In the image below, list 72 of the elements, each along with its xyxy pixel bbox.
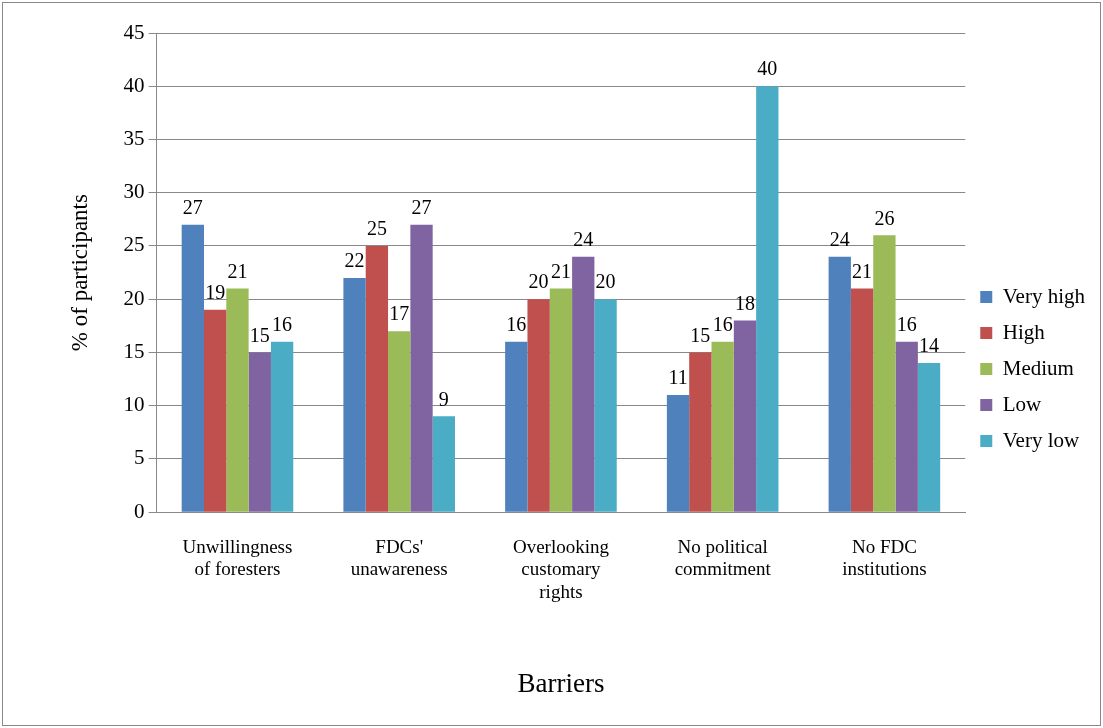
data-label: 26: [874, 206, 895, 229]
legend-label: High: [1002, 319, 1046, 344]
data-label: 27: [182, 195, 203, 218]
legend-label: Very high: [1002, 283, 1086, 308]
data-label: 16: [712, 313, 733, 336]
bar: [270, 341, 294, 512]
x-tick-label: FDCs' unawareness: [350, 535, 448, 580]
data-label: 15: [249, 323, 270, 346]
y-tick-label: 25: [123, 232, 145, 257]
data-label: 14: [919, 334, 940, 357]
data-label: 22: [344, 249, 365, 272]
bar: [365, 245, 389, 512]
bar: [410, 224, 433, 512]
data-label: 19: [205, 281, 226, 304]
bar: [711, 341, 734, 512]
data-label: 21: [852, 259, 873, 282]
data-label: 40: [757, 57, 778, 80]
legend-label: Very low: [1002, 427, 1080, 452]
data-label: 27: [411, 195, 432, 218]
data-label: 16: [896, 313, 917, 336]
legend-label: Medium: [1002, 355, 1074, 380]
y-tick-label: 15: [123, 338, 145, 363]
bar: [226, 288, 249, 512]
bar: [873, 235, 896, 512]
x-tick-label: Overlooking customary rights: [512, 535, 610, 603]
y-tick-label: 20: [123, 285, 145, 310]
bar: [850, 288, 874, 512]
bar: [572, 256, 595, 512]
data-label: 24: [829, 227, 850, 250]
bar: [917, 363, 941, 512]
y-tick-label: 5: [134, 445, 145, 470]
y-tick-label: 40: [123, 72, 145, 97]
data-label: 25: [366, 217, 387, 240]
x-tick-label: No FDC institutions: [842, 535, 927, 580]
x-tick-label: No political commitment: [674, 535, 772, 580]
bar: [343, 277, 366, 512]
y-tick-label: 30: [123, 179, 145, 204]
x-axis-title: Barriers: [517, 667, 605, 698]
bar: [505, 341, 528, 512]
legend-label: Low: [1002, 391, 1043, 416]
bar: [388, 331, 411, 512]
bar: [432, 416, 455, 512]
data-label: 18: [734, 291, 755, 314]
bar: [181, 224, 204, 512]
bar: [895, 341, 918, 512]
data-label: 20: [528, 270, 549, 293]
bar: [203, 309, 227, 512]
data-label: 11: [668, 366, 688, 389]
y-tick-label: 35: [123, 126, 145, 150]
bar: [733, 320, 757, 512]
bar: [527, 299, 550, 512]
bar: [549, 288, 573, 512]
data-label: 9: [438, 387, 449, 410]
bar: [666, 395, 690, 512]
bar: [828, 256, 851, 512]
bar: [248, 352, 271, 512]
y-tick-label: 10: [123, 392, 145, 417]
data-label: 16: [506, 313, 527, 336]
data-label: 21: [227, 259, 248, 282]
data-label: 21: [550, 259, 571, 282]
x-tick-label: Unwillingness of foresters: [182, 535, 293, 580]
data-label: 20: [595, 270, 616, 293]
bar: [756, 86, 779, 512]
y-axis-title: % of participants: [66, 194, 92, 352]
data-label: 16: [272, 313, 293, 336]
bar: [594, 299, 617, 512]
y-tick-label: 0: [134, 498, 145, 523]
data-label: 24: [573, 227, 594, 250]
y-tick-label: 45: [123, 19, 145, 44]
data-label: 15: [690, 323, 711, 346]
bar: [689, 352, 712, 512]
data-label: 17: [389, 302, 410, 325]
